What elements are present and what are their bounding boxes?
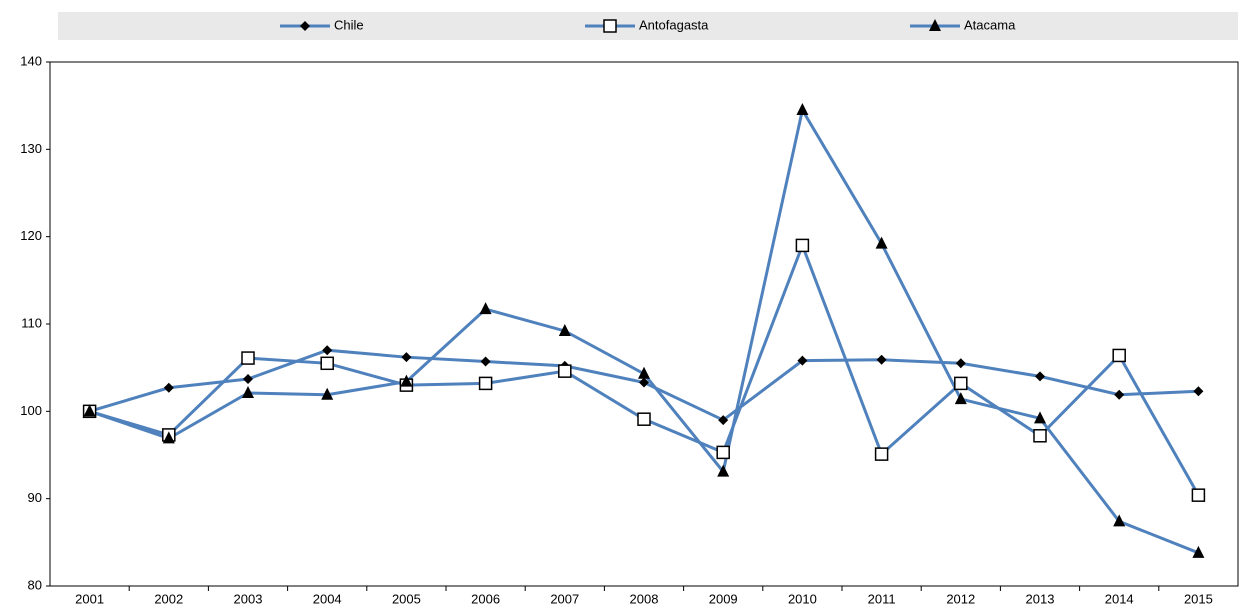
data-point	[796, 103, 809, 116]
data-point	[1033, 429, 1047, 443]
y-tick-label: 140	[20, 53, 42, 68]
data-point	[637, 412, 651, 426]
data-point	[243, 374, 253, 385]
data-point	[795, 238, 810, 253]
data-point	[639, 377, 649, 388]
legend-background	[58, 12, 1238, 40]
data-point	[954, 376, 968, 391]
data-point	[480, 356, 491, 367]
x-tick-label: 2015	[1184, 591, 1213, 606]
data-point	[1112, 348, 1126, 363]
y-tick-label: 80	[28, 577, 42, 592]
legend-label: Atacama	[964, 17, 1016, 32]
data-point	[1114, 389, 1125, 400]
y-tick-label: 130	[20, 141, 42, 156]
data-point	[162, 431, 175, 444]
x-tick-label: 2006	[471, 591, 500, 606]
data-point	[1113, 514, 1126, 527]
x-tick-label: 2003	[234, 591, 263, 606]
y-tick-label: 110	[21, 315, 42, 330]
legend-label: Chile	[334, 17, 364, 32]
data-point	[1193, 386, 1204, 397]
y-tick-label: 90	[28, 490, 42, 505]
data-point	[322, 345, 333, 356]
data-point	[716, 445, 730, 460]
data-point	[638, 366, 650, 379]
data-point	[242, 385, 254, 398]
data-point	[718, 415, 729, 426]
x-tick-label: 2013	[1026, 591, 1055, 606]
data-point	[479, 302, 492, 315]
data-point	[955, 358, 966, 369]
data-point	[478, 376, 493, 391]
data-point	[321, 387, 334, 400]
data-point	[875, 236, 888, 249]
data-point	[797, 355, 808, 366]
data-point	[1191, 488, 1206, 502]
x-tick-label: 2011	[868, 591, 896, 606]
plot-frame	[49, 61, 1239, 587]
data-point	[163, 382, 174, 393]
x-tick-label: 2009	[709, 591, 738, 606]
x-tick-label: 2010	[788, 591, 817, 606]
data-point	[876, 354, 887, 365]
legend-marker	[929, 19, 941, 31]
legend-label: Antofagasta	[639, 17, 709, 32]
legend-marker	[603, 19, 617, 33]
data-point	[558, 364, 572, 378]
data-point	[558, 323, 571, 336]
data-point	[1192, 545, 1205, 558]
data-point	[320, 356, 334, 371]
data-point	[241, 351, 255, 365]
data-point	[401, 352, 412, 363]
x-tick-label: 2005	[392, 591, 421, 606]
data-point	[874, 447, 889, 461]
x-tick-label: 2014	[1105, 591, 1134, 606]
x-tick-label: 2008	[630, 591, 659, 606]
data-point	[1035, 371, 1045, 382]
x-tick-label: 2007	[550, 591, 579, 606]
series-line	[89, 105, 1199, 555]
data-point	[717, 464, 730, 477]
x-tick-label: 2004	[313, 591, 342, 606]
x-tick-label: 2001	[75, 591, 104, 606]
y-tick-label: 120	[20, 228, 42, 243]
data-point	[954, 392, 967, 405]
y-tick-label: 100	[20, 403, 42, 418]
data-point	[83, 404, 96, 417]
legend-marker	[300, 21, 310, 31]
x-tick-label: 2002	[154, 591, 183, 606]
x-tick-label: 2012	[946, 591, 975, 606]
data-point	[400, 374, 413, 387]
data-point	[1034, 411, 1046, 424]
